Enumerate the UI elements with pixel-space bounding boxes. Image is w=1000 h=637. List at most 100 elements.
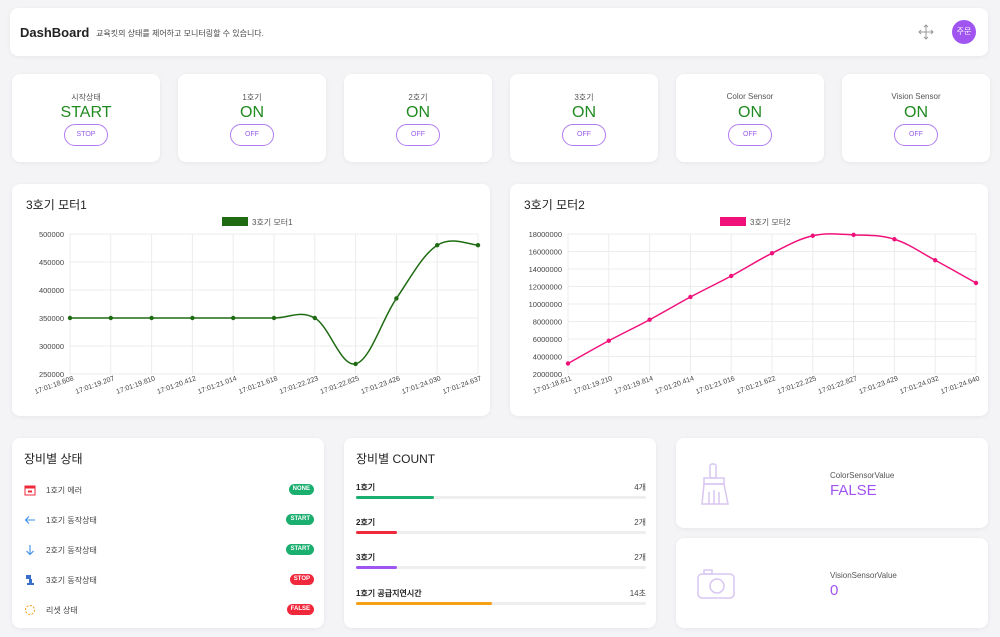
motor2-line-chart: 3호기 모터2 2000000 4000000 6000000 8000000 10000… (529, 217, 981, 396)
x-tick-label: 17:01:23.426 (360, 375, 401, 396)
count-label: 3호기 (356, 553, 376, 562)
status-card-vision-sensor: Vision Sensor ON OFF (842, 74, 990, 162)
data-point (271, 315, 277, 321)
y-tick-label: 8000000 (533, 318, 562, 327)
chart-card-motor2: 3호기 모터2 3호기 모터2 2000000 4000000 6000000 8000… (510, 184, 988, 416)
data-point (231, 315, 236, 321)
data-point (394, 296, 399, 301)
sensor-label: ColorSensorValue (830, 471, 895, 480)
off-button[interactable]: OFF (562, 124, 606, 146)
count-label: 1호기 (356, 483, 376, 492)
list-item-label: 리셋 상태 (46, 606, 78, 615)
status-label: 3호기 (574, 93, 594, 102)
status-label: Vision Sensor (891, 92, 941, 101)
x-tick-label: 17:01:19.814 (613, 375, 654, 396)
count-value: 2개 (634, 553, 646, 562)
count-row: 2호기 2개 (356, 517, 646, 541)
data-point (892, 237, 897, 242)
status-value: ON (406, 104, 430, 121)
arrow-down-icon (26, 545, 34, 556)
data-point (973, 280, 979, 286)
off-button[interactable]: OFF (894, 124, 938, 146)
x-tick-label: 17:01:24.030 (401, 375, 442, 396)
data-point (190, 315, 195, 321)
y-tick-label: 300000 (39, 342, 64, 351)
x-tick-label: 17:01:19.207 (75, 375, 116, 396)
y-tick-label: 14000000 (529, 265, 562, 274)
equipment-status-card: 장비별 상태 1호기 에러 NONE 1호기 동작상태 START 2호기 동작… (12, 438, 324, 628)
data-point (435, 243, 440, 248)
legend-swatch (720, 217, 746, 226)
count-value: 2개 (634, 518, 646, 527)
x-tick-label: 17:01:20.414 (654, 375, 695, 396)
y-tick-label: 350000 (39, 314, 64, 323)
list-item-label: 2호기 동작상태 (46, 546, 97, 555)
legend-label: 3호기 모터2 (750, 218, 791, 227)
status-label: 시작상태 (71, 93, 101, 102)
status-card-color-sensor: Color Sensor ON OFF (676, 74, 824, 162)
status-card-unit1: 1호기 ON OFF (178, 74, 326, 162)
progress-track (356, 566, 646, 569)
avatar[interactable]: 주문 (952, 20, 976, 44)
off-button[interactable]: OFF (728, 124, 772, 146)
count-row: 1호기 4개 (356, 482, 646, 506)
data-point (108, 315, 114, 321)
x-tick-label: 17:01:24.637 (442, 375, 483, 396)
data-point (769, 251, 775, 256)
x-tick-label: 17:01:21.618 (238, 375, 279, 396)
status-badge: NONE (288, 484, 314, 495)
chart-card-motor1: 3호기 모터1 3호기 모터1 250000 300000 350000 400000 4… (12, 184, 490, 416)
y-tick-label: 4000000 (533, 353, 562, 362)
status-label: 1호기 (242, 93, 262, 102)
x-tick-label: 17:01:23.429 (858, 375, 899, 396)
status-card-unit2: 2호기 ON OFF (344, 74, 492, 162)
y-tick-label: 18000000 (529, 230, 562, 239)
page-title: DashBoard (20, 25, 90, 40)
x-tick-label: 17:01:19.210 (573, 375, 614, 396)
status-label: Color Sensor (726, 92, 774, 101)
off-button[interactable]: OFF (230, 124, 274, 146)
status-badge: START (286, 544, 314, 555)
x-tick-label: 17:01:22.223 (279, 375, 320, 396)
status-badge: STOP (289, 574, 314, 585)
y-tick-label: 450000 (39, 258, 64, 267)
stop-button[interactable]: STOP (64, 124, 108, 146)
equipment-status-title: 장비별 상태 (24, 452, 83, 466)
x-tick-label: 17:01:20.412 (156, 375, 197, 396)
y-tick-label: 16000000 (529, 248, 562, 257)
list-item-label: 3호기 동작상태 (46, 576, 97, 585)
x-tick-label: 17:01:24.640 (940, 375, 981, 396)
page-subtitle: 교육킷의 상태를 제어하고 모니터링할 수 있습니다. (96, 29, 264, 38)
data-point (647, 317, 652, 322)
data-point (851, 232, 856, 238)
y-tick-label: 500000 (39, 230, 64, 239)
robot-arm-icon (26, 575, 34, 585)
data-point (353, 361, 358, 367)
x-tick-label: 17:01:21.622 (736, 375, 777, 396)
y-tick-label: 400000 (39, 286, 64, 295)
sensor-value: FALSE (830, 482, 877, 499)
status-card-unit3: 3호기 ON OFF (510, 74, 658, 162)
y-tick-label: 6000000 (533, 335, 562, 344)
data-point (312, 315, 317, 321)
data-point (810, 233, 815, 238)
camera-icon (697, 569, 735, 599)
off-button[interactable]: OFF (396, 124, 440, 146)
count-value: 4개 (634, 483, 646, 492)
move-icon[interactable] (918, 24, 934, 40)
chart-title: 3호기 모터2 (524, 198, 585, 212)
motor1-line-chart: 3호기 모터1 250000 300000 350000 400000 450000 500… (34, 217, 483, 396)
x-tick-label: 17:01:22.225 (777, 375, 818, 396)
status-label: 2호기 (408, 93, 428, 102)
legend-swatch (222, 217, 248, 226)
status-value: ON (738, 104, 762, 121)
list-item: 1호기 에러 NONE (24, 482, 314, 498)
status-value: ON (904, 104, 928, 121)
list-item: 1호기 동작상태 START (24, 512, 314, 528)
status-value: START (60, 104, 112, 121)
list-item-label: 1호기 동작상태 (46, 516, 97, 525)
x-tick-label: 17:01:21.016 (695, 375, 736, 396)
progress-track (356, 602, 646, 605)
chart-title: 3호기 모터1 (26, 198, 87, 212)
data-point (475, 243, 481, 248)
